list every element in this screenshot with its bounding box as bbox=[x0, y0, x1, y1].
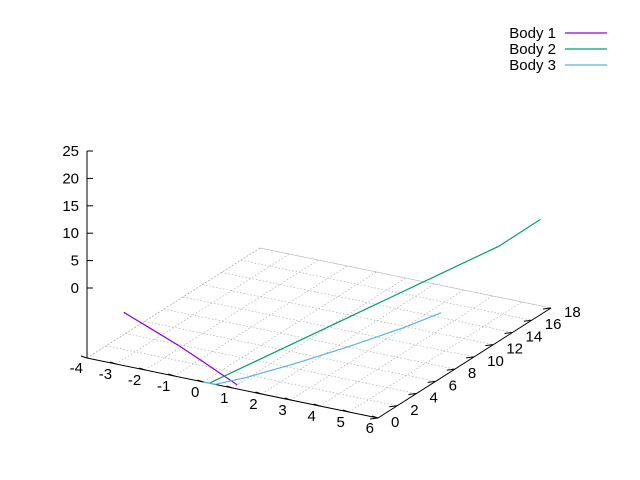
z-tick-label: 20 bbox=[62, 170, 79, 187]
grid-line-y bbox=[125, 333, 417, 394]
z-tick-label: 10 bbox=[62, 225, 79, 242]
legend-label-body-3: Body 3 bbox=[509, 57, 556, 74]
x-tick-mark bbox=[197, 379, 204, 383]
y-tick-mark bbox=[485, 344, 494, 347]
z-tick-label: 0 bbox=[71, 280, 79, 297]
x-tick-label: -1 bbox=[157, 378, 170, 395]
x-tick-mark bbox=[139, 367, 146, 371]
grid-line-y bbox=[259, 247, 552, 309]
series-line-body-2 bbox=[208, 218, 541, 384]
back-edge-x bbox=[86, 247, 261, 359]
series-line-body-3 bbox=[203, 312, 442, 386]
grid-line-x bbox=[290, 289, 464, 401]
series-line-body-1 bbox=[123, 311, 238, 386]
y-tick-label: 18 bbox=[564, 304, 581, 321]
grid-line-x bbox=[348, 301, 523, 413]
y-tick-mark bbox=[504, 331, 513, 334]
x-tick-label: 5 bbox=[337, 414, 345, 431]
y-tick-mark bbox=[446, 368, 455, 371]
y-tick-mark bbox=[389, 405, 398, 408]
x-tick-mark bbox=[284, 397, 291, 401]
z-tick-label: 5 bbox=[71, 253, 79, 270]
x-tick-label: -2 bbox=[128, 372, 141, 389]
grid-line-y bbox=[240, 259, 532, 321]
grid-line-y bbox=[144, 321, 436, 382]
x-tick-mark bbox=[342, 409, 350, 413]
x-tick-label: -3 bbox=[99, 366, 112, 383]
y-tick-label: 12 bbox=[506, 341, 523, 358]
grid-line-x bbox=[203, 271, 377, 383]
base-grid bbox=[86, 247, 552, 419]
axes bbox=[80, 150, 552, 420]
y-tick-mark bbox=[369, 417, 379, 420]
x-tick-label: 2 bbox=[249, 396, 257, 413]
x-tick-mark bbox=[226, 385, 233, 389]
y-tick-label: 16 bbox=[545, 316, 562, 333]
y-tick-label: 10 bbox=[487, 353, 504, 370]
z-tick-label: 15 bbox=[62, 198, 79, 215]
legend-label-body-1: Body 1 bbox=[509, 25, 556, 42]
y-tick-mark bbox=[542, 307, 552, 310]
x-tick-label: 4 bbox=[307, 408, 315, 425]
y-tick-mark bbox=[523, 319, 532, 322]
grid-line-y bbox=[163, 308, 455, 370]
y-tick-label: 2 bbox=[410, 402, 418, 419]
grid-line-y bbox=[106, 345, 398, 407]
y-tick-mark bbox=[466, 356, 475, 359]
y-tick-label: 4 bbox=[429, 390, 437, 407]
grid-line-x bbox=[174, 265, 348, 377]
grid-line-x bbox=[319, 295, 493, 407]
x-tick-label: 0 bbox=[191, 384, 199, 401]
series-lines bbox=[123, 218, 541, 386]
y-axis-line bbox=[377, 307, 552, 419]
y-tick-label: 14 bbox=[526, 328, 543, 345]
y-tick-mark bbox=[427, 380, 436, 383]
legend-label-body-2: Body 2 bbox=[509, 41, 556, 58]
grid-line-y bbox=[183, 296, 475, 358]
x-tick-mark bbox=[255, 391, 262, 395]
x-tick-mark bbox=[168, 373, 175, 377]
x-tick-label: -4 bbox=[70, 360, 83, 377]
y-tick-label: 6 bbox=[449, 377, 457, 394]
grid-line-x bbox=[145, 259, 319, 371]
grid-line-y bbox=[202, 284, 494, 345]
grid-line-x bbox=[115, 253, 290, 365]
grid-line-x bbox=[232, 277, 406, 389]
x-tick-label: 1 bbox=[220, 390, 228, 407]
x-tick-mark bbox=[313, 403, 320, 407]
y-tick-mark bbox=[408, 393, 417, 396]
x-tick-mark bbox=[80, 355, 88, 359]
grid-line-y bbox=[221, 272, 513, 333]
y-tick-label: 8 bbox=[468, 365, 476, 382]
x-tick-label: 3 bbox=[278, 402, 286, 419]
y-tick-label: 0 bbox=[391, 414, 399, 431]
back-edge-y bbox=[259, 247, 552, 309]
x-tick-mark bbox=[109, 361, 117, 365]
x-tick-label: 6 bbox=[366, 420, 374, 437]
grid-line-x bbox=[261, 283, 435, 395]
z-tick-label: 25 bbox=[62, 143, 79, 160]
